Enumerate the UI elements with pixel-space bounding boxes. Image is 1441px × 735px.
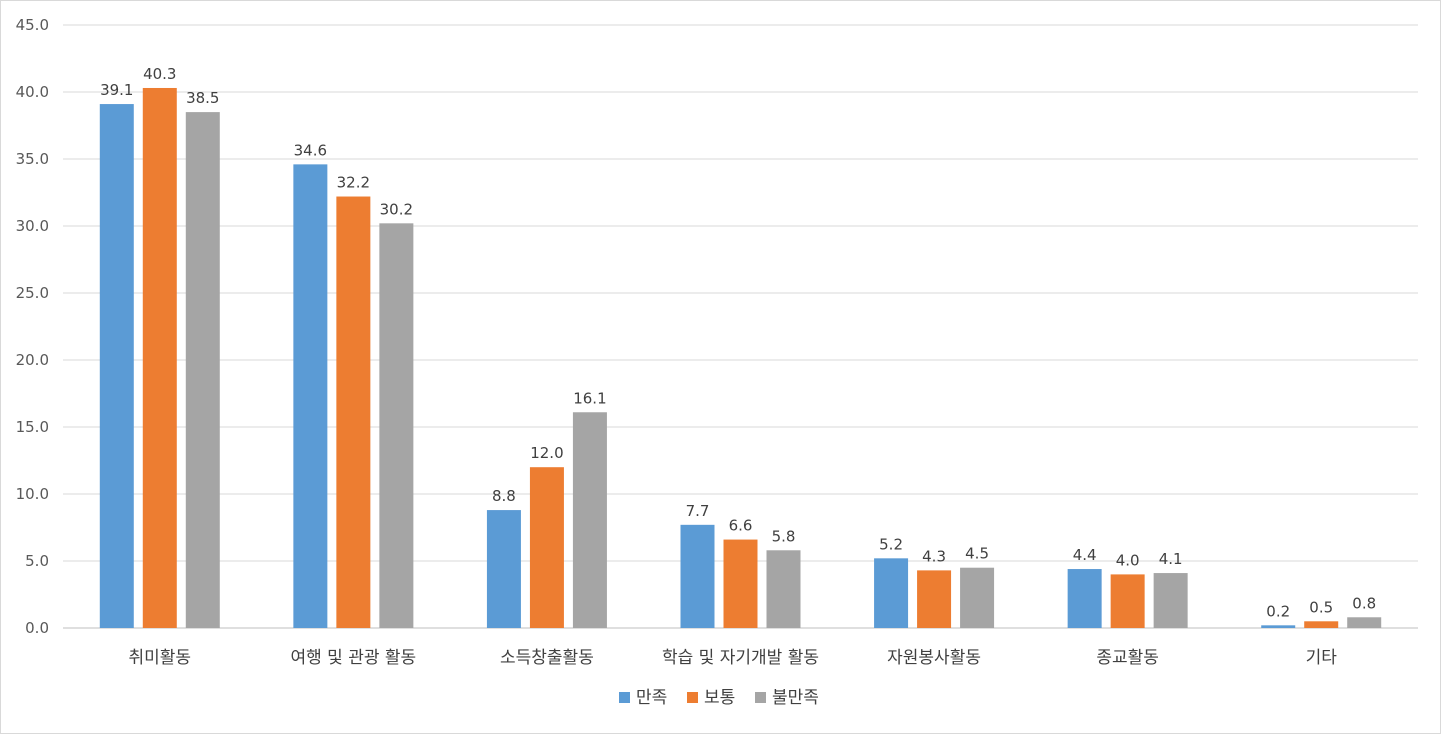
data-label: 8.8: [492, 487, 516, 505]
legend-swatch: [755, 692, 766, 703]
bar: [572, 412, 607, 628]
y-axis: 0.0 5.0 10.0 15.0 20.0 25.0 30.0 35.0 40.0 45.0: [16, 16, 49, 637]
bar: [1261, 625, 1296, 628]
x-tick-label: 소득창출활동: [500, 648, 594, 668]
data-label: 40.3: [143, 65, 176, 83]
y-tick-label: 40.0: [16, 83, 49, 101]
bar: [1153, 573, 1188, 628]
y-tick-label: 10.0: [16, 485, 49, 503]
data-label: 4.5: [965, 545, 989, 563]
x-tick-label: 자원봉사활동: [887, 648, 981, 668]
y-tick-label: 25.0: [16, 284, 49, 302]
data-labels: 39.1 40.3 38.5 34.6 32.2 30.2 8.8 12.0 16.1 7.7 6.…: [100, 65, 1376, 620]
bar: [486, 510, 521, 628]
bar: [874, 558, 909, 628]
bar: [379, 223, 414, 628]
data-label: 0.2: [1266, 602, 1290, 620]
legend-swatch: [687, 692, 698, 703]
y-tick-label: 45.0: [16, 16, 49, 34]
bar: [293, 164, 328, 629]
data-label: 4.4: [1073, 546, 1097, 564]
data-label: 5.2: [879, 535, 903, 553]
data-label: 38.5: [186, 89, 219, 107]
y-tick-label: 30.0: [16, 217, 49, 235]
y-tick-label: 5.0: [25, 552, 49, 570]
data-label: 4.0: [1116, 551, 1140, 569]
y-tick-label: 20.0: [16, 351, 49, 369]
x-axis: 취미활동 여행 및 관광 활동 소득창출활동 학습 및 자기개발 활동 자원봉사활동 종교…: [129, 648, 1338, 668]
bar: [960, 567, 995, 628]
data-label: 32.2: [337, 174, 370, 192]
bar: [766, 550, 801, 628]
legend-label: 불만족: [772, 688, 819, 708]
y-tick-label: 35.0: [16, 150, 49, 168]
y-tick-label: 0.0: [25, 619, 49, 637]
legend: 만족 보통 불만족: [619, 688, 819, 708]
legend-label: 만족: [636, 688, 667, 708]
bar: [1110, 574, 1145, 628]
bar: [917, 570, 952, 628]
bar: [336, 196, 371, 628]
legend-label: 보통: [704, 688, 735, 708]
data-label: 4.3: [922, 547, 946, 565]
data-label: 12.0: [530, 444, 563, 462]
bar: [1067, 569, 1102, 628]
bar: [723, 539, 758, 628]
bar: [1347, 617, 1382, 628]
data-label: 0.5: [1309, 598, 1333, 616]
bar: [1304, 621, 1339, 628]
data-label: 6.6: [729, 517, 753, 535]
y-tick-label: 15.0: [16, 418, 49, 436]
x-tick-label: 취미활동: [129, 648, 192, 668]
data-label: 34.6: [294, 141, 327, 159]
bar: [99, 104, 134, 628]
gridlines: [63, 24, 1418, 629]
x-tick-label: 여행 및 관광 활동: [291, 648, 417, 668]
bars: [99, 87, 1382, 629]
x-tick-label: 종교활동: [1096, 648, 1159, 668]
data-label: 39.1: [100, 81, 133, 99]
x-tick-label: 기타: [1306, 648, 1338, 668]
bar: [529, 467, 564, 628]
bar: [185, 112, 220, 629]
data-label: 16.1: [573, 389, 606, 407]
bar: [142, 87, 177, 629]
bar: [680, 524, 715, 628]
data-label: 4.1: [1159, 550, 1183, 568]
data-label: 30.2: [380, 200, 413, 218]
x-tick-label: 학습 및 자기개발 활동: [662, 648, 819, 668]
data-label: 7.7: [686, 502, 710, 520]
legend-swatch: [619, 692, 630, 703]
data-label: 0.8: [1352, 594, 1376, 612]
data-label: 5.8: [772, 527, 796, 545]
